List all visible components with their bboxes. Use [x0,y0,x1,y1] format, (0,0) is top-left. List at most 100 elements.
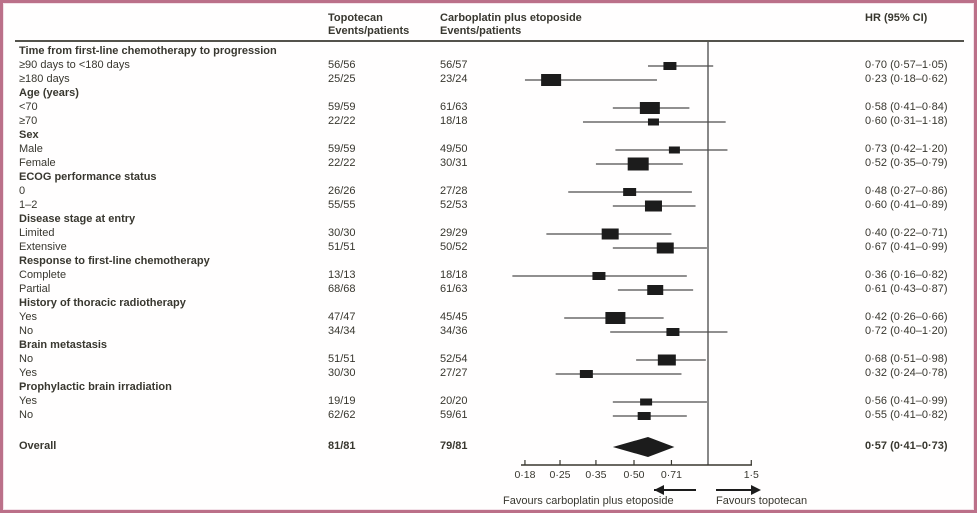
row-label: Yes [19,395,37,407]
events-topotecan: 68/68 [328,283,356,295]
favours-right-arrow-head [751,485,761,495]
events-carboplatin: 61/63 [440,283,468,295]
hr-square [668,146,680,154]
row-label: Partial [19,283,51,295]
group-header-label: Sex [19,129,39,141]
row-label: ≥70 [19,115,38,127]
events-topotecan: 30/30 [328,227,356,239]
hr-square [647,285,664,295]
events-topotecan: 51/51 [328,241,356,253]
events-topotecan: 62/62 [328,409,356,421]
hr-value: 0·48 (0·27–0·86) [865,185,948,197]
hr-value: 0·42 (0·26–0·66) [865,311,948,323]
events-topotecan: 81/81 [328,440,356,452]
hr-square [623,188,637,196]
events-carboplatin: 52/53 [440,199,468,211]
group-header-label: Time from first-line chemotherapy to pro… [19,45,277,57]
row-label: ≥180 days [19,73,70,85]
favours-left-arrow-head [654,485,664,495]
hr-value: 0·67 (0·41–0·99) [865,241,948,253]
hr-value: 0·56 (0·41–0·99) [865,395,948,407]
hr-square [640,398,653,406]
hr-square [627,157,649,171]
group-header-label: Response to first-line chemotherapy [19,255,210,267]
events-topotecan: 13/13 [328,269,356,281]
events-carboplatin: 61/63 [440,101,468,113]
group-header-label: Prophylactic brain irradiation [19,381,172,393]
column-header-hr: HR (95% CI) [865,12,928,24]
favours-right-label: Favours topotecan [716,495,808,507]
events-topotecan: 19/19 [328,395,356,407]
events-topotecan: 59/59 [328,143,356,155]
hr-square [605,312,626,324]
row-label: Female [19,157,56,169]
events-carboplatin: 18/18 [440,269,468,281]
events-carboplatin: 52/54 [440,353,468,365]
row-label: Yes [19,311,37,323]
events-carboplatin: 27/27 [440,367,468,379]
axis-tick-label: 0·35 [585,469,606,481]
events-carboplatin: 23/24 [440,73,468,85]
axis-tick-label: 0·50 [623,469,644,481]
axis-tick-label: 0·18 [514,469,535,481]
row-label: Extensive [19,241,67,253]
axis-tick-label: 0·25 [550,469,571,481]
favours-left-label: Favours carboplatin plus etoposide [503,495,674,507]
row-label: <70 [19,101,38,113]
hr-value: 0·32 (0·24–0·78) [865,367,948,379]
hr-value: 0·52 (0·35–0·79) [865,157,948,169]
group-header-label: Brain metastasis [19,339,108,351]
row-label: No [19,353,34,365]
events-topotecan: 47/47 [328,311,356,323]
hr-value: 0·60 (0·31–1·18) [865,115,948,127]
events-carboplatin: 20/20 [440,395,468,407]
column-header-topotecan: Topotecan Events/patients [328,12,410,37]
hr-value: 0·70 (0·57–1·05) [865,59,948,71]
hr-value: 0·55 (0·41–0·82) [865,409,948,421]
hr-square [666,328,680,336]
hr-value: 0·72 (0·40–1·20) [865,325,948,337]
events-topotecan: 56/56 [328,59,356,71]
events-carboplatin: 27/28 [440,185,468,197]
events-carboplatin: 30/31 [440,157,468,169]
axis-tick-label: 1·5 [744,469,759,481]
group-header-label: Age (years) [19,87,79,99]
hr-value: 0·68 (0·51–0·98) [865,353,948,365]
hr-square [639,102,660,114]
group-header-label: History of thoracic radiotherapy [19,297,186,309]
row-label: 1–2 [19,199,38,211]
events-carboplatin: 59/61 [440,409,468,421]
hr-value: 0·73 (0·42–1·20) [865,143,948,155]
events-carboplatin: 34/36 [440,325,468,337]
row-label: Yes [19,367,37,379]
events-topotecan: 59/59 [328,101,356,113]
events-carboplatin: 18/18 [440,115,468,127]
hr-square [637,412,651,420]
row-label: No [19,325,34,337]
row-label: Overall [19,440,57,452]
hr-value: 0·61 (0·43–0·87) [865,283,948,295]
row-label: ≥90 days to <180 days [19,59,130,71]
row-label: Male [19,143,43,155]
hr-value: 0·58 (0·41–0·84) [865,101,948,113]
hr-value: 0·57 (0·41–0·73) [865,440,948,452]
events-carboplatin: 45/45 [440,311,468,323]
overall-diamond [612,437,675,457]
row-label: No [19,409,34,421]
group-header-label: Disease stage at entry [19,213,136,225]
hr-square [579,370,593,378]
events-topotecan: 22/22 [328,157,356,169]
hr-value: 0·23 (0·18–0·62) [865,73,948,85]
hr-square [663,62,677,70]
hr-square [601,228,619,240]
header-rule [15,40,964,42]
row-label: Complete [19,269,67,281]
column-header-carboplatin: Carboplatin plus etoposide Events/patien… [440,12,582,37]
hr-square [656,242,674,254]
forest-plot-svg: 0·18 0·25 0·35 0·50 0·71 1·5 [512,42,761,495]
events-topotecan: 25/25 [328,73,356,85]
events-carboplatin: 79/81 [440,440,468,452]
events-topotecan: 30/30 [328,367,356,379]
events-carboplatin: 49/50 [440,143,468,155]
